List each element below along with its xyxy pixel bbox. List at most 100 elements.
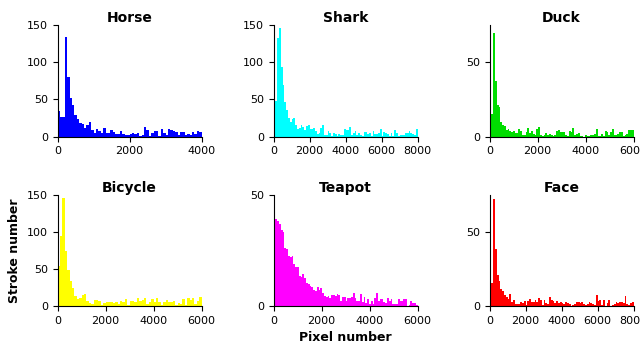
Bar <box>101 133 103 137</box>
Bar <box>288 118 290 137</box>
Bar <box>632 302 634 306</box>
Bar <box>529 299 531 306</box>
Bar <box>306 283 308 306</box>
Bar <box>551 300 552 306</box>
Bar <box>516 304 518 306</box>
Bar <box>149 302 151 306</box>
Bar <box>60 236 63 306</box>
Bar <box>115 302 118 306</box>
Bar <box>185 305 188 306</box>
Bar <box>596 296 598 306</box>
Bar <box>531 131 533 137</box>
Bar <box>365 132 367 137</box>
Bar <box>515 303 516 306</box>
Bar <box>542 305 543 306</box>
Bar <box>182 132 185 137</box>
Bar <box>288 256 290 306</box>
Bar <box>356 135 358 137</box>
Bar <box>283 85 284 137</box>
Bar <box>625 135 627 137</box>
Bar <box>387 298 389 306</box>
Bar <box>542 136 543 137</box>
Bar <box>333 133 335 137</box>
Bar <box>585 135 587 137</box>
Bar <box>74 296 77 306</box>
Bar <box>158 302 161 306</box>
Bar <box>552 301 554 306</box>
Bar <box>286 110 288 137</box>
Bar <box>372 304 374 306</box>
Bar <box>199 132 202 137</box>
Bar <box>82 124 84 137</box>
Bar <box>509 294 511 306</box>
Bar <box>527 301 529 306</box>
Bar <box>589 136 591 137</box>
Bar <box>299 276 301 306</box>
Bar <box>578 302 580 306</box>
Bar <box>414 135 416 137</box>
Bar <box>125 135 127 137</box>
Bar <box>178 135 180 137</box>
Bar <box>383 132 385 137</box>
Bar <box>118 134 120 137</box>
Bar <box>398 299 399 306</box>
Bar <box>600 300 601 306</box>
Bar <box>284 248 286 306</box>
Bar <box>106 302 108 306</box>
Bar <box>127 305 130 306</box>
Bar <box>515 132 516 137</box>
Bar <box>580 303 581 306</box>
Bar <box>330 133 332 137</box>
Bar <box>522 303 524 306</box>
Bar <box>141 135 144 137</box>
Bar <box>560 302 562 306</box>
Bar <box>168 302 170 306</box>
Bar <box>151 299 154 306</box>
Bar <box>292 256 293 306</box>
Bar <box>362 302 364 306</box>
Bar <box>60 117 63 137</box>
Bar <box>317 287 319 306</box>
Bar <box>199 297 202 306</box>
Bar <box>562 303 563 306</box>
Bar <box>607 303 609 306</box>
Bar <box>337 293 339 306</box>
Bar <box>277 221 279 306</box>
Bar <box>581 302 583 306</box>
Bar <box>295 125 297 137</box>
Bar <box>499 281 500 306</box>
Bar <box>387 134 389 137</box>
Bar <box>620 132 621 137</box>
Bar <box>290 257 292 306</box>
Bar <box>601 134 603 137</box>
Bar <box>520 302 522 306</box>
Bar <box>543 300 545 306</box>
Bar <box>576 134 578 137</box>
Bar <box>283 232 284 306</box>
Bar <box>390 299 392 306</box>
Bar <box>355 131 356 137</box>
Bar <box>410 133 412 137</box>
Bar <box>120 301 122 306</box>
X-axis label: Pixel number: Pixel number <box>300 331 392 344</box>
Bar <box>178 303 180 306</box>
Bar <box>500 122 502 137</box>
Bar <box>554 135 556 137</box>
Bar <box>77 298 79 306</box>
Bar <box>396 304 398 306</box>
Bar <box>609 135 610 137</box>
Bar <box>132 301 134 306</box>
Bar <box>313 128 315 137</box>
Bar <box>576 302 578 306</box>
Bar <box>147 303 149 306</box>
Bar <box>156 131 159 137</box>
Bar <box>524 301 525 306</box>
Bar <box>340 301 342 306</box>
Bar <box>286 249 288 306</box>
Bar <box>367 299 369 306</box>
Bar <box>182 298 185 306</box>
Bar <box>62 198 65 306</box>
Title: Horse: Horse <box>107 11 152 25</box>
Bar <box>79 298 82 306</box>
Bar <box>147 130 149 137</box>
